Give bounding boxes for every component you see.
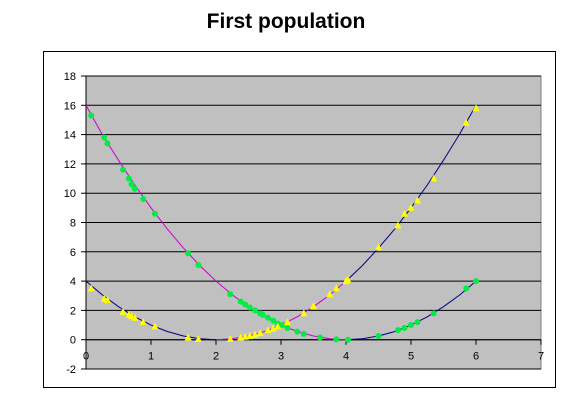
triangle-marker <box>414 196 421 204</box>
circle-marker <box>252 307 258 314</box>
triangle-marker <box>269 324 277 332</box>
triangle-marker <box>332 284 340 292</box>
x-tick-label: 2 <box>213 351 219 363</box>
triangle-marker <box>194 335 202 342</box>
circle-marker <box>284 324 291 331</box>
circle-marker <box>151 210 158 217</box>
circle-marker <box>242 301 249 308</box>
triangle-marker <box>184 333 192 341</box>
circle-marker <box>140 196 147 203</box>
circle-marker <box>265 314 271 321</box>
x-tick-label: 4 <box>343 351 349 363</box>
circle-marker <box>317 334 323 341</box>
x-tick-label: 6 <box>473 351 479 363</box>
triangle-marker <box>256 329 264 337</box>
circle-marker <box>294 328 301 335</box>
circle-marker <box>395 327 401 334</box>
circle-marker <box>131 185 138 192</box>
circle-marker <box>259 311 266 318</box>
circle-marker <box>473 278 479 285</box>
circle-marker <box>101 134 108 141</box>
circle-marker <box>195 261 202 268</box>
circle-marker <box>401 324 408 331</box>
circle-marker <box>227 291 234 298</box>
y-tick-label: 8 <box>70 218 76 230</box>
triangle-marker <box>472 104 480 112</box>
triangle-marker <box>462 118 470 126</box>
grid-lines <box>86 75 541 370</box>
y-tick-label: 10 <box>64 188 76 200</box>
triangle-marker <box>226 335 234 342</box>
x-tick-label: 7 <box>538 351 544 363</box>
triangle-marker <box>264 326 272 334</box>
chart-title: First population <box>206 10 366 33</box>
triangle-marker <box>104 296 111 304</box>
circle-marker <box>237 298 244 305</box>
circle-marker <box>270 317 277 324</box>
circle-marker <box>125 175 132 182</box>
circle-marker <box>408 322 414 329</box>
y-tick-label: 4 <box>70 276 76 288</box>
x-tick-label: 3 <box>278 351 284 363</box>
circle-marker <box>104 140 111 147</box>
y-tick-label: 6 <box>70 247 76 259</box>
triangle-marker <box>375 243 382 251</box>
triangle-marker <box>401 209 408 217</box>
triangle-marker <box>274 322 282 330</box>
y-tick-label: 14 <box>64 130 76 142</box>
circle-marker <box>279 322 286 329</box>
triangle-marker <box>131 313 139 321</box>
y-tick-label: 12 <box>64 159 76 171</box>
circle-marker <box>333 336 340 343</box>
x-tick-label: 1 <box>148 351 154 363</box>
y-tick-label: 0 <box>70 335 76 347</box>
triangle-marker <box>326 290 334 298</box>
triangle-marker <box>300 309 308 317</box>
y-tick-label: 18 <box>64 71 76 83</box>
y-tick-label: -2 <box>66 364 76 376</box>
circle-marker <box>463 285 470 292</box>
triangle-marker <box>246 332 254 339</box>
y-tick-label: 16 <box>64 100 76 112</box>
circle-marker <box>88 112 95 119</box>
circle-marker <box>430 310 437 317</box>
axes <box>81 75 542 370</box>
x-tick-label: 5 <box>408 351 414 363</box>
triangle-marker <box>344 275 352 283</box>
data-markers <box>87 104 480 343</box>
x-tick-label: 0 <box>83 351 89 363</box>
circle-marker <box>300 330 307 337</box>
circle-marker <box>185 250 192 257</box>
circle-marker <box>375 333 382 340</box>
triangle-marker <box>87 284 95 292</box>
circle-marker <box>128 181 135 188</box>
y-tick-label: 2 <box>70 305 76 317</box>
triangle-marker <box>430 174 438 182</box>
circle-marker <box>414 319 421 326</box>
triangle-marker <box>407 203 415 211</box>
triangle-marker <box>139 318 147 326</box>
triangle-marker <box>119 307 127 315</box>
triangle-marker <box>151 322 159 330</box>
triangle-marker <box>310 302 317 309</box>
circle-marker <box>120 166 127 173</box>
triangle-marker <box>251 330 259 338</box>
triangle-marker <box>394 221 402 229</box>
circle-marker <box>246 304 253 311</box>
triangle-marker <box>284 318 291 326</box>
circle-marker <box>344 336 351 343</box>
